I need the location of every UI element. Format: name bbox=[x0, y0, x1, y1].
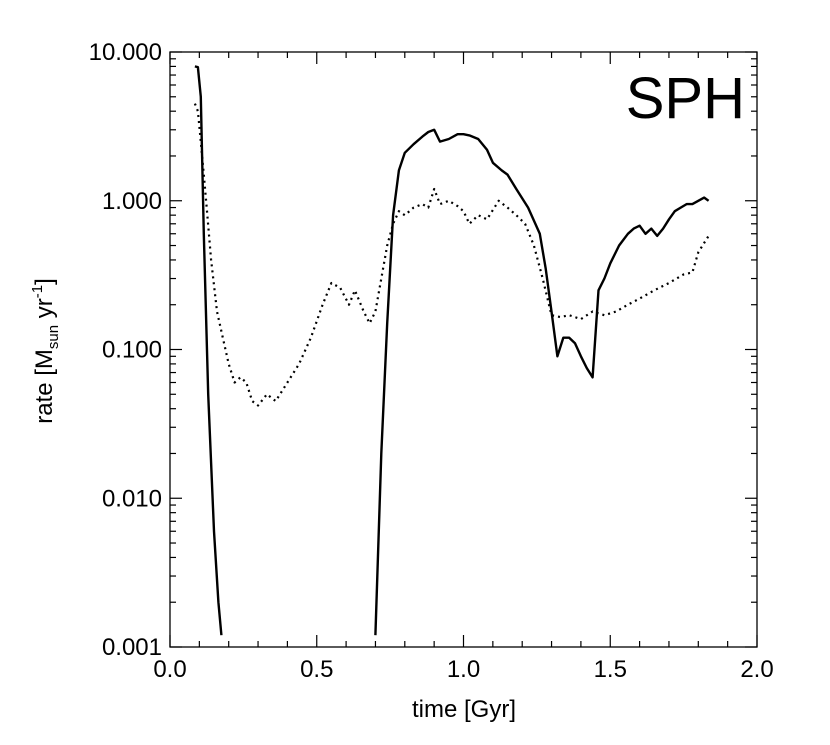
y-axis-title: rate [Msun yr-1] bbox=[29, 278, 62, 424]
y-axis-title-prefix: rate [M bbox=[31, 349, 58, 424]
y-axis-title-subscript: sun bbox=[45, 325, 62, 349]
y-axis-title-middle: yr bbox=[31, 298, 58, 325]
series-line-dotted bbox=[193, 103, 710, 407]
y-axis-title-suffix: ] bbox=[31, 278, 58, 285]
y-tick-label: 0.001 bbox=[102, 634, 162, 661]
y-tick-label: 0.100 bbox=[102, 337, 162, 364]
panel-label: SPH bbox=[626, 66, 745, 131]
y-tick-label: 10.000 bbox=[89, 39, 162, 66]
x-tick-label: 2.0 bbox=[740, 656, 773, 683]
y-tick-label: 0.010 bbox=[102, 485, 162, 512]
plot-frame bbox=[169, 51, 758, 648]
x-tick-label: 0.0 bbox=[153, 656, 186, 683]
axes-layer: 0.0 0.5 1.0 1.5 2.0 0.001 0.010 0.100 1.000 10.00… bbox=[89, 39, 774, 683]
y-axis-title-superscript: -1 bbox=[29, 285, 46, 298]
x-tick-label: 1.5 bbox=[594, 656, 627, 683]
series-layer bbox=[193, 65, 710, 636]
x-tick-label: 1.0 bbox=[447, 656, 480, 683]
y-tick-label: 1.000 bbox=[102, 188, 162, 215]
x-tick-label: 0.5 bbox=[300, 656, 333, 683]
x-axis-title: time [Gyr] bbox=[412, 696, 516, 723]
series-line-solid bbox=[194, 65, 710, 636]
